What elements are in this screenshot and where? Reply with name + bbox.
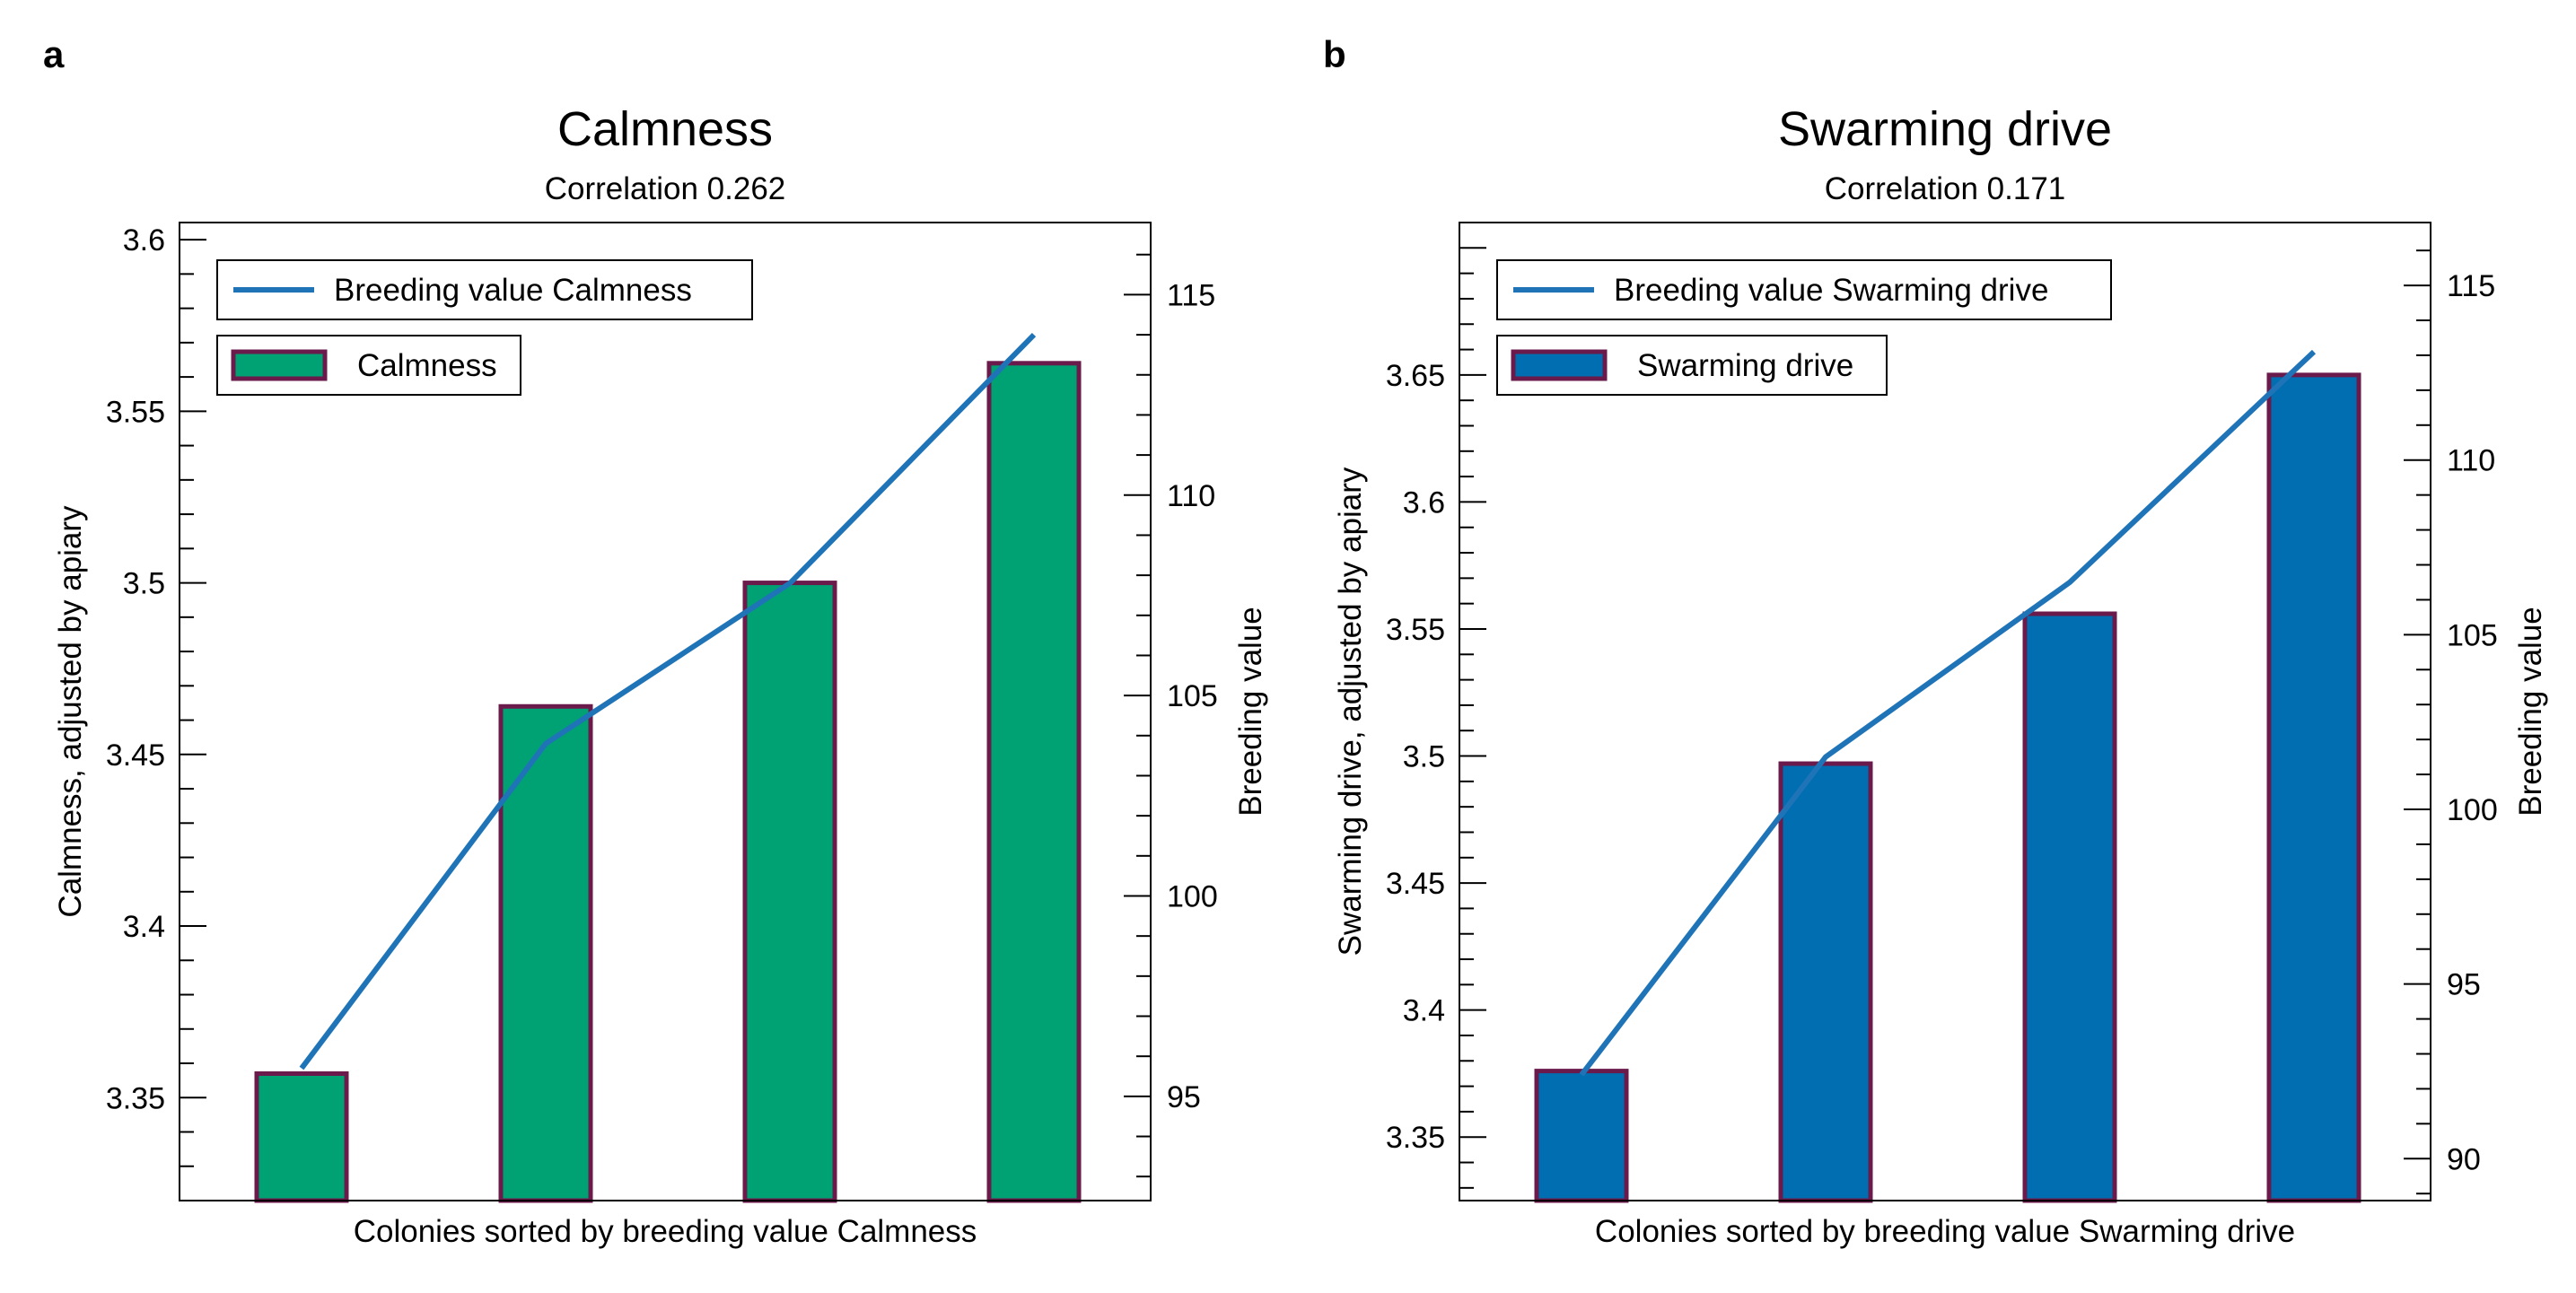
legend-bar-label: Calmness — [357, 348, 497, 383]
bar-1 — [1534, 1069, 1629, 1203]
legend: Breeding value Swarming drive Swarming dr… — [1496, 259, 2112, 396]
legend-bar-swatch — [1511, 349, 1608, 381]
y2-tick-label: 95 — [1167, 1080, 1201, 1114]
y-axis-label: Swarming drive, adjusted by apiary — [1333, 467, 1368, 956]
legend-bar-label: Swarming drive — [1637, 348, 1853, 383]
breeding-value-line — [1579, 349, 2317, 1077]
panel-letter: b — [1323, 33, 1346, 75]
legend-line-label: Breeding value Calmness — [334, 273, 692, 308]
bar-3 — [742, 581, 837, 1203]
y-tick-label: 3.6 — [123, 223, 165, 258]
chart-panel-b: b Swarming drive Correlation 0.171 3.35 3.4 3… — [1323, 33, 2548, 1249]
y-tick-label: 3.45 — [1386, 867, 1445, 901]
chart-subtitle: Correlation 0.262 — [545, 171, 786, 206]
y2-tick-label: 100 — [1167, 879, 1218, 913]
y-axis-label: Calmness, adjusted by apiary — [53, 505, 88, 918]
y-tick-label: 3.5 — [1403, 740, 1445, 774]
y-tick-label: 3.35 — [1386, 1121, 1445, 1155]
y-tick-label: 3.6 — [1403, 485, 1445, 520]
y-tick-label: 3.4 — [1403, 994, 1445, 1028]
y-tick-label: 3.4 — [123, 910, 165, 944]
legend: Breeding value Calmness Calmness — [216, 259, 753, 396]
y2-axis-label: Breeding value — [1233, 607, 1268, 817]
legend-line-entry — [1496, 259, 2112, 320]
y2-tick-label: 115 — [2447, 269, 2495, 303]
y-tick-label: 3.55 — [106, 395, 165, 429]
chart-subtitle: Correlation 0.171 — [1825, 171, 2066, 206]
y-tick-label: 3.55 — [1386, 613, 1445, 647]
chart-title: Swarming drive — [1778, 102, 2112, 156]
bar-4 — [986, 361, 1082, 1203]
plot-frame — [1459, 222, 2431, 1201]
y-tick-label: 3.5 — [123, 567, 165, 601]
y2-tick-label: 110 — [1167, 479, 1215, 513]
panel-letter: a — [43, 33, 65, 75]
legend-bar-swatch — [231, 349, 328, 381]
chart-panel-a: a Calmness Correlation 0.262 3.35 3.4 3.45 3.5… — [43, 33, 1268, 1249]
y2-tick-label: 100 — [2447, 793, 2498, 827]
chart-title: Calmness — [557, 102, 773, 156]
legend-bar-entry — [1496, 335, 1888, 396]
plot-frame — [179, 222, 1152, 1201]
x-axis-label: Colonies sorted by breeding value Calmne… — [354, 1214, 977, 1249]
legend-line-label: Breeding value Swarming drive — [1614, 273, 2048, 308]
y-tick-label: 3.45 — [106, 738, 165, 773]
breeding-value-line — [299, 332, 1037, 1070]
y2-tick-label: 115 — [1167, 278, 1215, 312]
y2-axis-label: Breeding value — [2513, 607, 2548, 817]
y2-tick-label: 95 — [2447, 968, 2481, 1002]
bar-2 — [498, 703, 593, 1203]
bar-3 — [2022, 611, 2117, 1203]
bar-2 — [1778, 761, 1873, 1203]
y2-tick-label: 110 — [2447, 444, 2495, 478]
y2-tick-label: 90 — [2447, 1142, 2481, 1176]
y-tick-label: 3.35 — [106, 1081, 165, 1115]
y-tick-label: 3.65 — [1386, 359, 1445, 393]
x-axis-label: Colonies sorted by breeding value Swarmi… — [1595, 1214, 2295, 1249]
y2-tick-label: 105 — [1167, 679, 1218, 713]
y2-tick-label: 105 — [2447, 618, 2498, 652]
bar-1 — [254, 1070, 349, 1203]
bar-4 — [2266, 372, 2361, 1203]
